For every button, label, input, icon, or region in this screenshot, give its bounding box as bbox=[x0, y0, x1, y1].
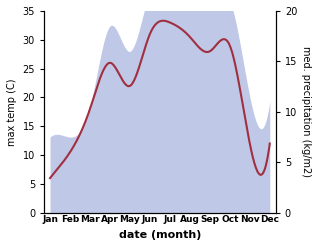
X-axis label: date (month): date (month) bbox=[119, 230, 201, 240]
Y-axis label: max temp (C): max temp (C) bbox=[7, 78, 17, 145]
Y-axis label: med. precipitation (kg/m2): med. precipitation (kg/m2) bbox=[301, 46, 311, 177]
